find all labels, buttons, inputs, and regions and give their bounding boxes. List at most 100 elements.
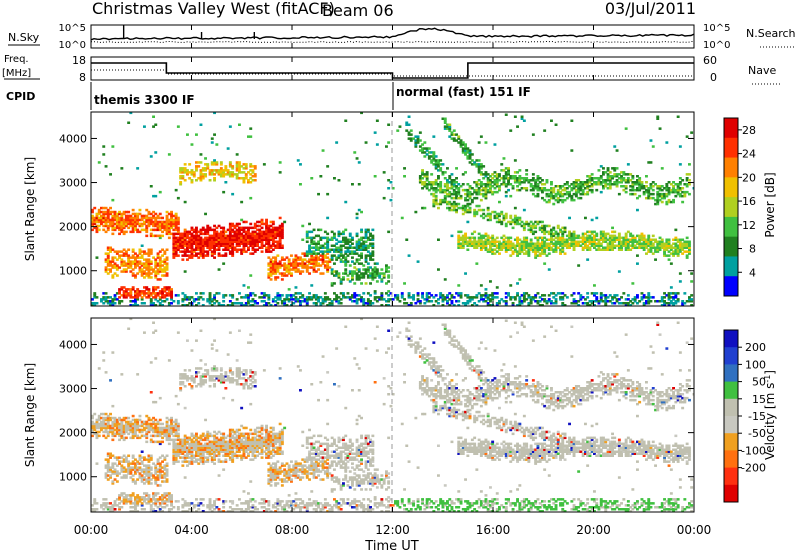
velocity-cell <box>104 412 108 416</box>
power-cell <box>91 224 94 228</box>
power-cell <box>115 250 119 253</box>
power-cell <box>502 240 506 243</box>
power-cell <box>536 179 540 182</box>
power-cell <box>638 244 642 247</box>
power-cell <box>260 250 264 253</box>
power-cell <box>278 234 282 238</box>
power-cell <box>642 238 646 241</box>
velocity-cell <box>131 466 135 469</box>
power-cell <box>256 242 259 245</box>
power-cell <box>190 181 194 184</box>
power-cell <box>545 181 549 184</box>
power-cell <box>231 175 235 178</box>
power-cell <box>276 234 280 238</box>
power-cell <box>484 185 488 188</box>
power-cell <box>493 216 497 220</box>
power-cell <box>362 276 366 279</box>
power-cell <box>265 246 268 249</box>
power-cell <box>109 210 112 214</box>
power-cell <box>452 139 456 142</box>
power-cell <box>475 183 479 186</box>
power-cell <box>355 157 359 160</box>
power-cell <box>536 220 540 224</box>
power-cell <box>208 236 212 240</box>
power-cell <box>174 214 178 218</box>
power-cell <box>165 294 169 297</box>
power-cell <box>195 292 198 295</box>
power-cell <box>253 222 257 226</box>
power-cell <box>590 185 594 188</box>
velocity-cell <box>106 454 110 457</box>
power-cell <box>251 238 255 241</box>
power-cell <box>136 222 140 226</box>
power-cell <box>134 252 137 255</box>
power-cell <box>534 187 538 190</box>
power-cell <box>669 248 673 251</box>
power-cell <box>326 248 330 251</box>
power-cell <box>647 236 651 240</box>
power-cell <box>154 286 158 289</box>
power-cell <box>366 254 370 257</box>
velocity-cell <box>131 478 135 481</box>
power-cell <box>459 296 463 299</box>
power-cell <box>654 198 657 202</box>
power-cell <box>669 183 673 186</box>
velocity-cell <box>122 460 126 463</box>
power-cell <box>145 216 149 220</box>
power-cell <box>242 181 246 184</box>
power-cell <box>167 212 171 216</box>
power-cell <box>509 194 513 198</box>
power-cell <box>561 304 565 306</box>
power-cell <box>681 248 685 251</box>
power-cell <box>106 300 110 303</box>
power-cell <box>154 264 158 267</box>
velocity-cell <box>131 414 135 418</box>
power-cell <box>172 224 176 228</box>
power-cell <box>100 222 103 226</box>
power-cell <box>599 165 603 168</box>
power-cell <box>645 181 648 184</box>
power-cell <box>100 206 103 210</box>
power-cell <box>122 230 126 234</box>
power-cell <box>206 226 210 230</box>
power-cell <box>247 298 250 301</box>
power-cell <box>294 270 298 273</box>
power-cell <box>154 298 158 301</box>
power-cell <box>222 230 226 234</box>
power-cell <box>308 222 311 226</box>
power-cell <box>244 167 248 170</box>
power-cell <box>597 179 601 182</box>
velocity-cell <box>95 418 99 422</box>
power-cell <box>339 260 343 263</box>
power-cell <box>500 298 504 301</box>
power-cell <box>504 113 508 116</box>
power-cell <box>355 268 359 271</box>
power-cell <box>475 240 479 243</box>
power-cell <box>188 250 192 253</box>
power-cell <box>457 292 461 295</box>
velocity-cell <box>120 432 124 436</box>
power-cell <box>477 204 481 208</box>
power-cell <box>654 183 657 186</box>
power-cell <box>495 181 499 184</box>
power-cell <box>165 218 169 222</box>
power-cell <box>427 155 431 158</box>
power-cell <box>554 192 558 196</box>
power-cell <box>378 272 382 275</box>
velocity-cell <box>115 428 119 432</box>
power-cell <box>222 242 226 245</box>
power-cell <box>565 190 569 194</box>
power-cell <box>484 141 488 144</box>
power-cell <box>642 185 646 188</box>
power-cell <box>222 262 226 265</box>
power-cell <box>192 171 196 174</box>
power-cell <box>371 272 375 275</box>
power-cell <box>477 141 481 144</box>
power-cell <box>624 302 628 305</box>
power-cell <box>197 242 201 245</box>
power-cell <box>595 296 599 299</box>
power-cell <box>265 248 268 251</box>
power-cell <box>233 232 237 236</box>
power-cell <box>518 248 522 251</box>
power-cell <box>626 246 630 249</box>
